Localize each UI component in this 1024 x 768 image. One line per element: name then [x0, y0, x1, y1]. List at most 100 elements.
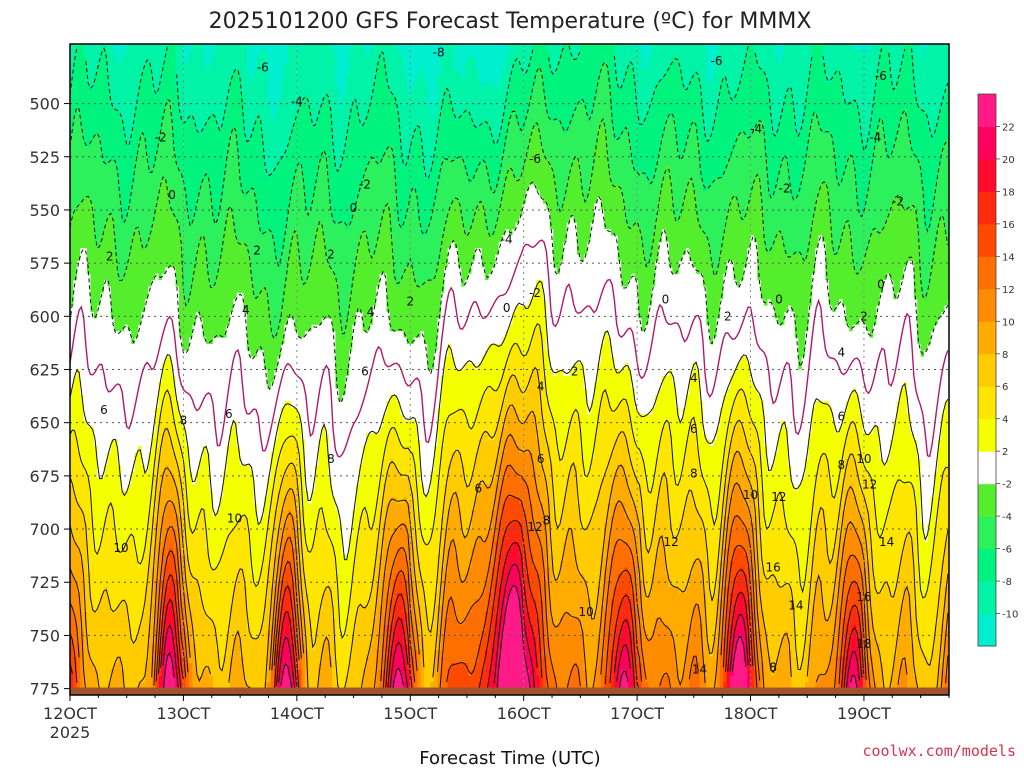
contour-label: 10	[856, 452, 871, 466]
contour-label: -4	[291, 94, 303, 108]
colorbar-swatch	[978, 191, 996, 225]
y-tick-label: 550	[29, 201, 60, 220]
colorbar-swatch	[978, 223, 996, 257]
ground-layer	[70, 687, 949, 695]
colorbar-swatch	[978, 418, 996, 452]
contour-22	[162, 584, 858, 695]
contour-12	[70, 464, 949, 695]
contour-label: 14	[788, 599, 803, 613]
contour-label: -2	[529, 286, 541, 300]
contour-label: 6	[837, 409, 845, 423]
colorbar-swatch	[978, 386, 996, 420]
contour--6	[70, 61, 949, 268]
contour-label: 6	[225, 407, 233, 421]
contour-label: 10	[578, 605, 593, 619]
contour-label: 10	[227, 511, 242, 525]
contour-label: -6	[875, 69, 887, 83]
x-tick-label: 17OCT	[610, 704, 664, 723]
contour-label: -6	[529, 152, 541, 166]
contour-label: 2	[327, 248, 335, 262]
contour-label: 2	[253, 243, 261, 257]
colorbar-swatch	[978, 548, 996, 582]
colorbar-tick-label: 14	[1002, 252, 1015, 263]
contour-label: 6	[537, 452, 545, 466]
contour-label: -4	[869, 131, 881, 145]
colorbar-swatch	[978, 94, 996, 127]
contour-label: 8	[180, 414, 188, 428]
contour-label: -2	[359, 177, 371, 191]
contour-label: 12	[527, 520, 542, 534]
contour-label: 10	[113, 541, 128, 555]
colorbar-tick-label: 2	[1002, 447, 1008, 458]
colorbar-tick-label: -2	[1002, 480, 1012, 491]
contour-label: 0	[662, 292, 670, 306]
y-tick-label: 775	[29, 680, 60, 699]
colorbar-frame	[977, 93, 997, 647]
x-tick-label: 14OCT	[270, 704, 324, 723]
contour-8	[70, 404, 949, 695]
colorbar-tick-label: 20	[1002, 155, 1015, 166]
contour-label: -4	[501, 233, 513, 247]
contour-label: 4	[537, 380, 545, 394]
contour--8	[70, 44, 949, 179]
contour-label: 4	[690, 371, 698, 385]
y-tick-label: 525	[29, 148, 60, 167]
contour-18	[160, 542, 863, 694]
contour-label: 2	[860, 309, 868, 323]
x-tick-label: 18OCT	[724, 704, 778, 723]
contour-label: 6	[690, 422, 698, 436]
contour-label: 8	[543, 514, 551, 528]
contour-label: 6	[100, 403, 108, 417]
contour-label: 12	[771, 490, 786, 504]
contour-label: 16	[766, 560, 781, 574]
y-tick-label: 650	[29, 414, 60, 433]
contour-label: 8	[690, 467, 698, 481]
colorbar-tick-label: 6	[1002, 382, 1008, 393]
contour-label: -8	[433, 46, 445, 60]
contour-label: 16	[856, 590, 871, 604]
chart-title: 2025101200 GFS Forecast Temperature (ºC)…	[209, 9, 812, 34]
contour-label: 0	[350, 201, 358, 215]
colorbar-swatch	[978, 353, 996, 387]
contour-label: 8	[837, 458, 845, 472]
colorbar-swatch	[978, 483, 996, 517]
contour-label: 14	[879, 535, 894, 549]
colorbar-tick-label: 22	[1002, 122, 1015, 133]
contour-20	[162, 563, 860, 695]
y-tick-label: 750	[29, 626, 60, 645]
contour-0	[70, 239, 949, 458]
contour-label: 0	[503, 301, 511, 315]
colorbar-swatch	[978, 126, 996, 160]
contour-4	[70, 323, 948, 640]
colorbar-swatch	[978, 613, 996, 647]
x-tick-label: 19OCT	[837, 704, 891, 723]
x-tick-label: 12OCT	[43, 704, 97, 723]
contour-label: 0	[775, 292, 783, 306]
colorbar-swatch	[978, 321, 996, 355]
contour-label: 4	[367, 305, 375, 319]
y-tick-label: 575	[29, 254, 60, 273]
colorbar-swatch	[978, 581, 996, 615]
colorbar-swatch	[978, 288, 996, 322]
y-axis: 500 525 550 575 600 625 650 675 700 725 750 775	[29, 95, 70, 699]
contour-label: 12	[862, 477, 877, 491]
contour-label: 6	[361, 365, 369, 379]
contour-label: -6	[711, 54, 723, 68]
contour-label: 8	[327, 452, 335, 466]
contour-label: 12	[663, 535, 678, 549]
colorbar-tick-label: 4	[1002, 415, 1008, 426]
colorbar-swatch	[978, 516, 996, 550]
y-tick-label: 675	[29, 467, 60, 486]
contour-label: 10	[743, 488, 758, 502]
ground-band	[70, 687, 949, 695]
contour--4	[70, 117, 949, 340]
y-tick-label: 625	[29, 361, 60, 380]
colorbar-tick-label: 8	[1002, 350, 1008, 361]
contour-lines	[70, 44, 949, 695]
contour-label: 8	[769, 660, 777, 674]
colorbar-tick-label: -8	[1002, 577, 1012, 588]
contour-6	[70, 366, 949, 694]
contour--2	[70, 181, 949, 405]
colorbar-tick-label: -6	[1002, 545, 1012, 556]
contour-label: 2	[106, 250, 114, 264]
